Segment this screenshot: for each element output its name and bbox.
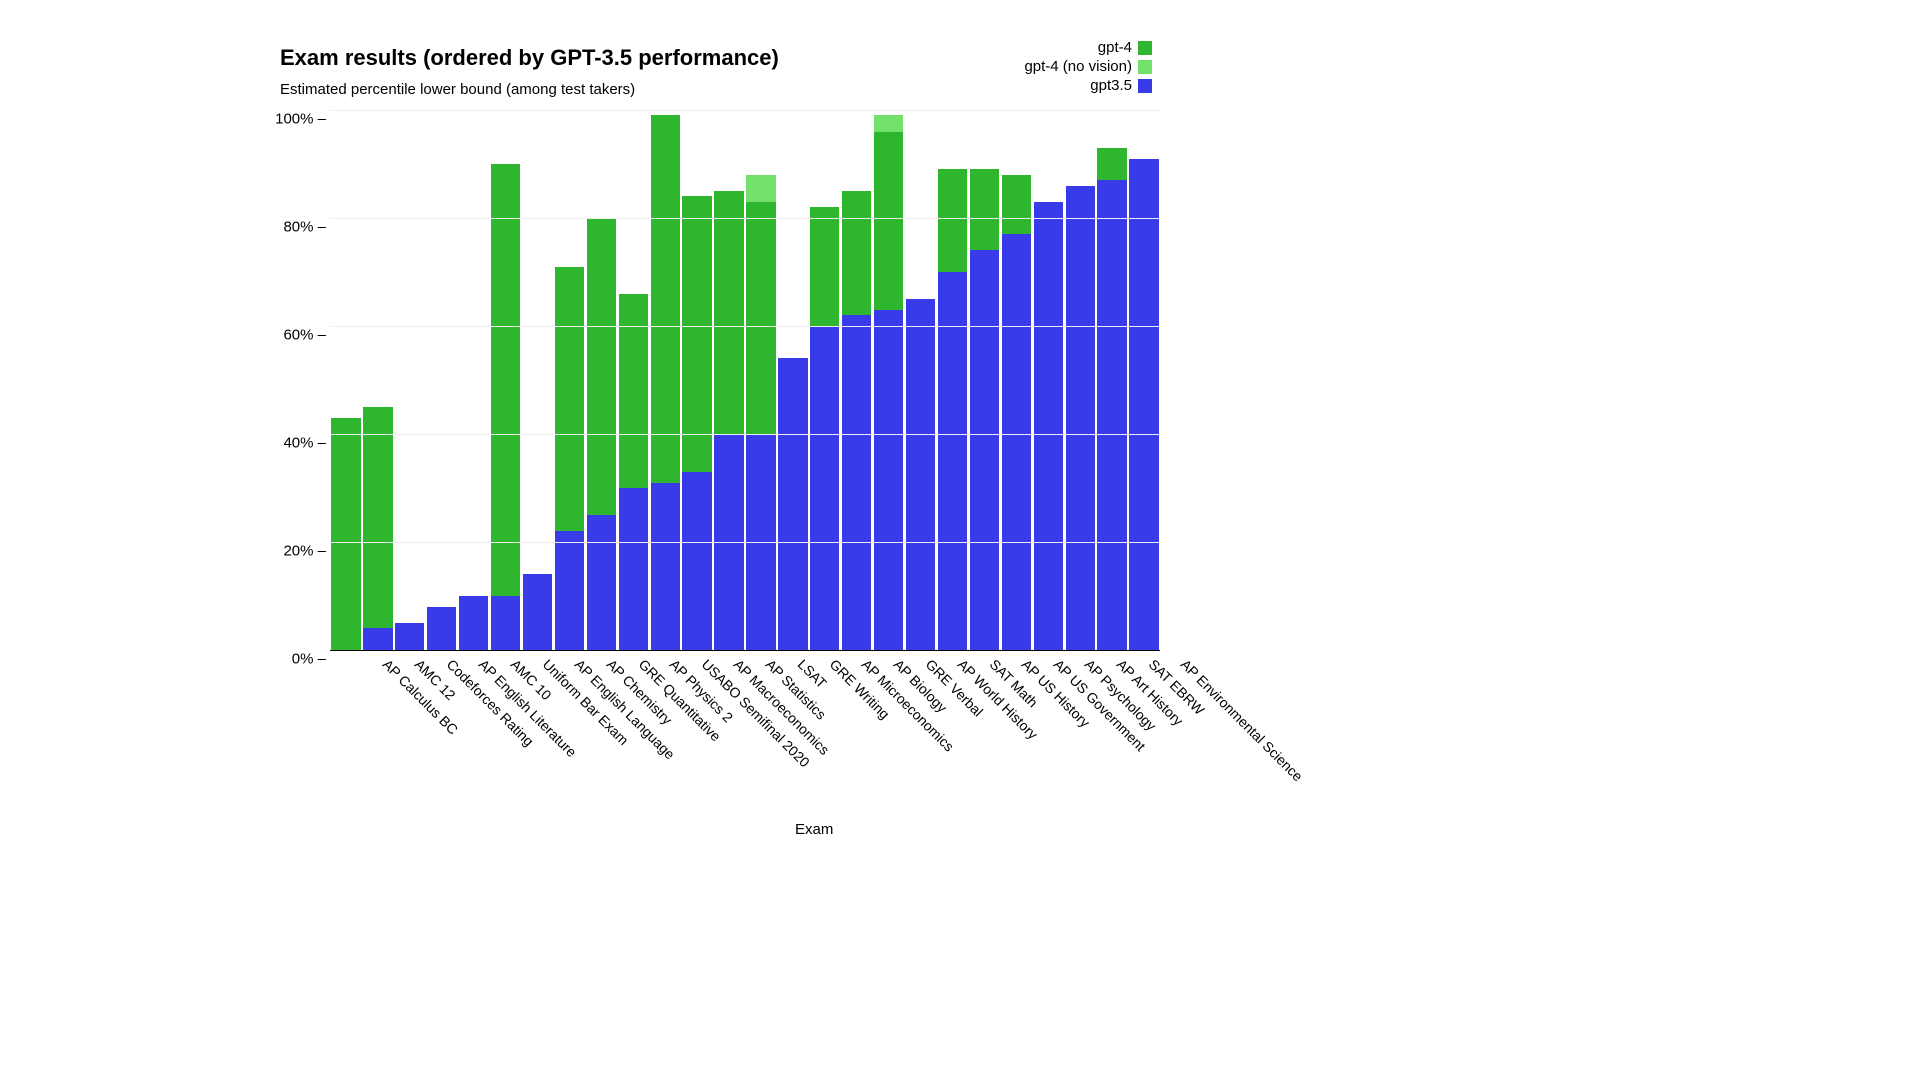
bar-gpt35 bbox=[1002, 234, 1031, 650]
bar-group bbox=[1129, 110, 1158, 650]
bar-group bbox=[619, 110, 648, 650]
bar-group bbox=[491, 110, 520, 650]
bar-group bbox=[523, 110, 552, 650]
x-label: AP Environmental Science bbox=[1178, 656, 1306, 784]
grid-line bbox=[330, 542, 1160, 543]
y-tick: 0% – bbox=[268, 651, 326, 668]
legend-item-gpt4: gpt-4 bbox=[1024, 39, 1152, 58]
exam-results-chart: Exam results (ordered by GPT-3.5 perform… bbox=[280, 45, 1150, 651]
legend-label: gpt-4 bbox=[1098, 39, 1132, 58]
bar-gpt4 bbox=[331, 418, 360, 650]
x-axis-title: Exam bbox=[795, 821, 833, 838]
bar-group bbox=[938, 110, 967, 650]
bar-gpt35 bbox=[778, 358, 807, 650]
legend-label: gpt3.5 bbox=[1090, 77, 1132, 96]
legend: gpt-4gpt-4 (no vision)gpt3.5 bbox=[1024, 39, 1152, 95]
y-tick: 40% – bbox=[268, 435, 326, 452]
bar-group bbox=[970, 110, 999, 650]
chart-subtitle: Estimated percentile lower bound (among … bbox=[280, 81, 1150, 98]
plot-area: AP Calculus BCAMC 12Codeforces RatingAP … bbox=[330, 110, 1160, 651]
bar-gpt35 bbox=[874, 310, 903, 650]
bars-layer bbox=[330, 110, 1160, 650]
bar-group bbox=[587, 110, 616, 650]
bar-group bbox=[1002, 110, 1031, 650]
bar-gpt35 bbox=[1129, 159, 1158, 650]
grid-line bbox=[330, 434, 1160, 435]
bar-gpt35 bbox=[1066, 186, 1095, 650]
bar-gpt35 bbox=[491, 596, 520, 650]
bar-group bbox=[427, 110, 456, 650]
bar-gpt35 bbox=[1034, 202, 1063, 650]
bar-gpt35 bbox=[906, 299, 935, 650]
y-tick: 100% – bbox=[268, 111, 326, 128]
y-tick: 20% – bbox=[268, 543, 326, 560]
bar-gpt35 bbox=[587, 515, 616, 650]
bar-group bbox=[651, 110, 680, 650]
bar-group bbox=[459, 110, 488, 650]
bar-gpt35 bbox=[842, 315, 871, 650]
bar-group bbox=[395, 110, 424, 650]
legend-swatch bbox=[1138, 60, 1152, 74]
bar-group bbox=[1034, 110, 1063, 650]
bar-gpt35 bbox=[970, 250, 999, 650]
y-tick: 60% – bbox=[268, 327, 326, 344]
bar-group bbox=[682, 110, 711, 650]
legend-swatch bbox=[1138, 41, 1152, 55]
bar-gpt4 bbox=[491, 164, 520, 650]
bar-group bbox=[555, 110, 584, 650]
bar-gpt35 bbox=[523, 574, 552, 650]
bar-group bbox=[842, 110, 871, 650]
bar-gpt35 bbox=[1097, 180, 1126, 650]
bar-gpt35 bbox=[682, 472, 711, 650]
bar-group bbox=[1097, 110, 1126, 650]
chart-title: Exam results (ordered by GPT-3.5 perform… bbox=[280, 45, 1150, 71]
legend-item-gpt4_no_vision: gpt-4 (no vision) bbox=[1024, 58, 1152, 77]
bar-group bbox=[778, 110, 807, 650]
bar-gpt4 bbox=[363, 407, 392, 650]
legend-swatch bbox=[1138, 79, 1152, 93]
bar-gpt35 bbox=[427, 607, 456, 650]
bar-gpt35 bbox=[619, 488, 648, 650]
bar-group bbox=[874, 110, 903, 650]
bar-gpt35 bbox=[651, 483, 680, 650]
bar-gpt35 bbox=[395, 623, 424, 650]
bar-group bbox=[810, 110, 839, 650]
grid-line bbox=[330, 218, 1160, 219]
grid-line bbox=[330, 326, 1160, 327]
bar-group bbox=[363, 110, 392, 650]
bar-group bbox=[331, 110, 360, 650]
legend-item-gpt35: gpt3.5 bbox=[1024, 77, 1152, 96]
bar-group bbox=[714, 110, 743, 650]
bar-gpt35 bbox=[459, 596, 488, 650]
bar-gpt35 bbox=[363, 628, 392, 650]
bar-group bbox=[746, 110, 775, 650]
legend-label: gpt-4 (no vision) bbox=[1024, 58, 1132, 77]
bar-gpt35 bbox=[555, 531, 584, 650]
bar-gpt35 bbox=[810, 326, 839, 650]
bar-gpt35 bbox=[938, 272, 967, 650]
bar-group bbox=[1066, 110, 1095, 650]
y-tick: 80% – bbox=[268, 219, 326, 236]
grid-line bbox=[330, 110, 1160, 111]
bar-group bbox=[906, 110, 935, 650]
